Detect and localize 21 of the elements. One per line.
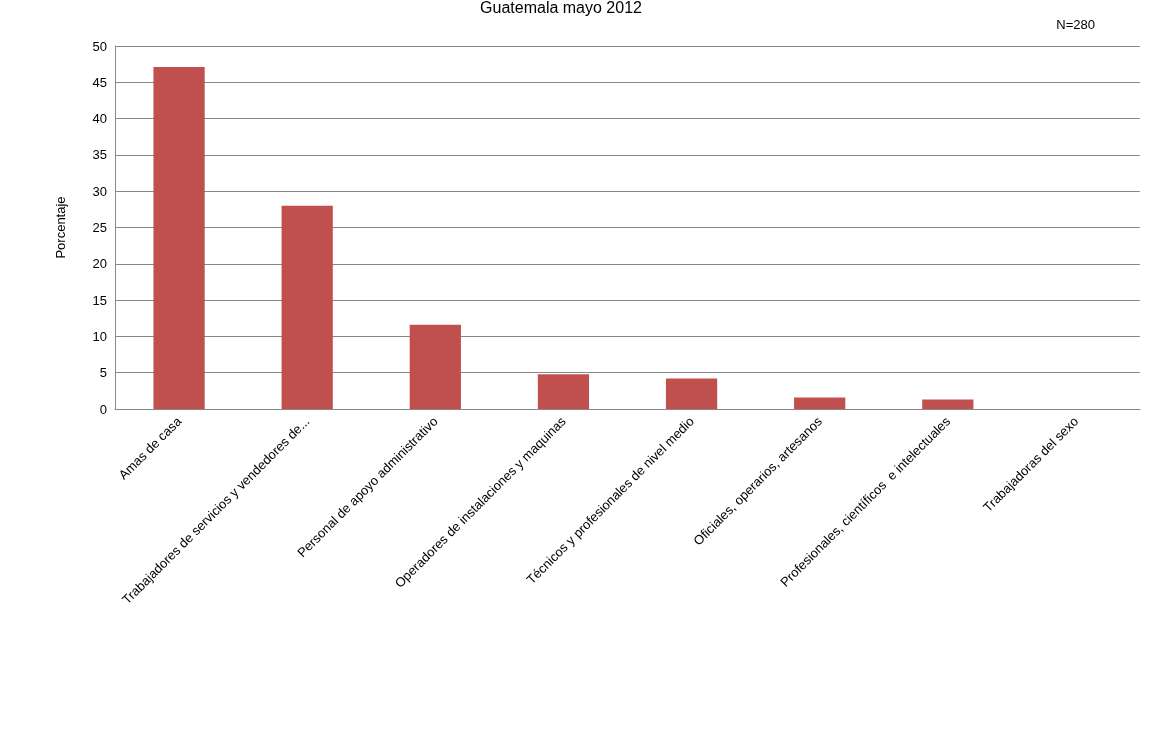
y-tick-label: 30 (92, 183, 107, 199)
y-tick-label: 35 (92, 147, 107, 163)
bar (537, 374, 590, 409)
y-tick-label: 50 (92, 38, 107, 54)
y-tick-label: 40 (92, 111, 107, 127)
bar (922, 399, 974, 409)
y-tick-label: 5 (99, 365, 107, 381)
y-axis-title: Porcentaje (53, 196, 68, 259)
bar (794, 397, 846, 409)
bar (665, 378, 718, 409)
y-tick-label: 0 (99, 401, 107, 417)
chart-title: Guatemala mayo 2012 (480, 0, 643, 16)
bar (281, 205, 333, 409)
y-tick-label: 10 (92, 328, 107, 344)
bar (409, 324, 461, 409)
bar (153, 67, 205, 409)
text: N=280 (1056, 17, 1095, 32)
y-tick-label: 15 (92, 292, 107, 308)
y-tick-label: 20 (92, 256, 107, 272)
y-tick-label: 25 (92, 220, 107, 235)
y-tick-label: 45 (92, 74, 107, 90)
